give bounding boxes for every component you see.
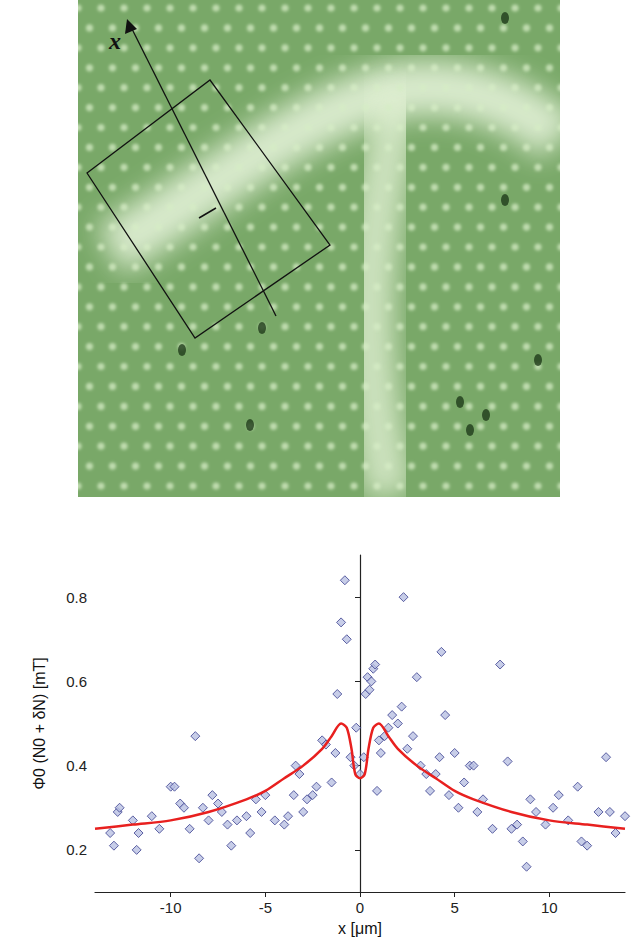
svg-text:Φ0 (N0 + δN) [mT]: Φ0 (N0 + δN) [mT] xyxy=(31,657,48,789)
svg-text:x: x xyxy=(108,28,121,54)
svg-text:0.8: 0.8 xyxy=(66,589,87,606)
svg-text:0.2: 0.2 xyxy=(66,841,87,858)
svg-text:0: 0 xyxy=(356,899,364,916)
svg-text:0.6: 0.6 xyxy=(66,673,87,690)
svg-text:5: 5 xyxy=(450,899,458,916)
svg-text:0.4: 0.4 xyxy=(66,757,87,774)
svg-text:x [μm]: x [μm] xyxy=(338,920,382,937)
svg-text:10: 10 xyxy=(541,899,558,916)
svg-text:-10: -10 xyxy=(160,899,182,916)
svg-text:-5: -5 xyxy=(259,899,272,916)
